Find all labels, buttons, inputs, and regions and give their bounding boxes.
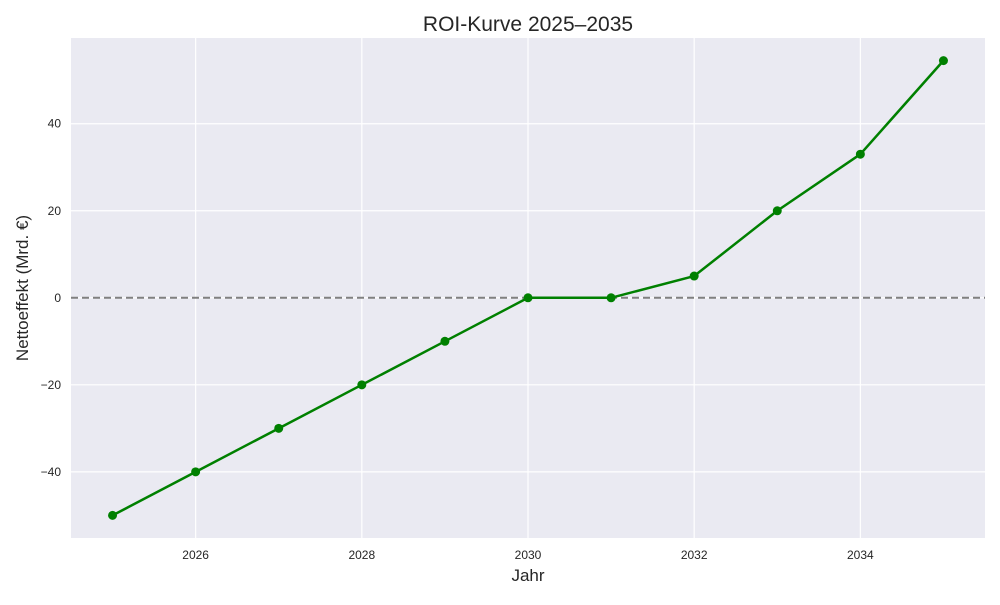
y-tick-label: 0 <box>54 291 61 305</box>
data-point <box>689 271 699 281</box>
data-point <box>108 510 118 520</box>
series-layer <box>108 56 948 520</box>
data-point <box>274 423 284 433</box>
data-point <box>606 293 616 303</box>
x-tick-label: 2032 <box>681 548 708 562</box>
data-point <box>772 206 782 216</box>
x-tick-label: 2028 <box>348 548 375 562</box>
y-axis-label: Nettoeffekt (Mrd. €) <box>13 215 32 361</box>
tick-labels: 2026 2028 2030 2032 2034 −40 −20 0 20 40 <box>41 117 874 562</box>
y-tick-label: 20 <box>48 204 62 218</box>
chart-title: ROI-Kurve 2025–2035 <box>423 13 633 36</box>
x-axis-label: Jahr <box>511 566 544 585</box>
x-tick-label: 2034 <box>847 548 874 562</box>
data-point <box>855 149 865 159</box>
x-tick-label: 2030 <box>515 548 542 562</box>
x-tick-label: 2026 <box>182 548 209 562</box>
data-point <box>523 293 533 303</box>
data-point <box>191 467 201 477</box>
y-tick-label: −20 <box>41 378 62 392</box>
data-point <box>440 336 450 346</box>
y-tick-label: 40 <box>48 117 62 131</box>
data-point <box>357 380 367 390</box>
data-point <box>938 56 948 66</box>
y-tick-label: −40 <box>41 465 62 479</box>
grid-lines <box>71 38 985 538</box>
